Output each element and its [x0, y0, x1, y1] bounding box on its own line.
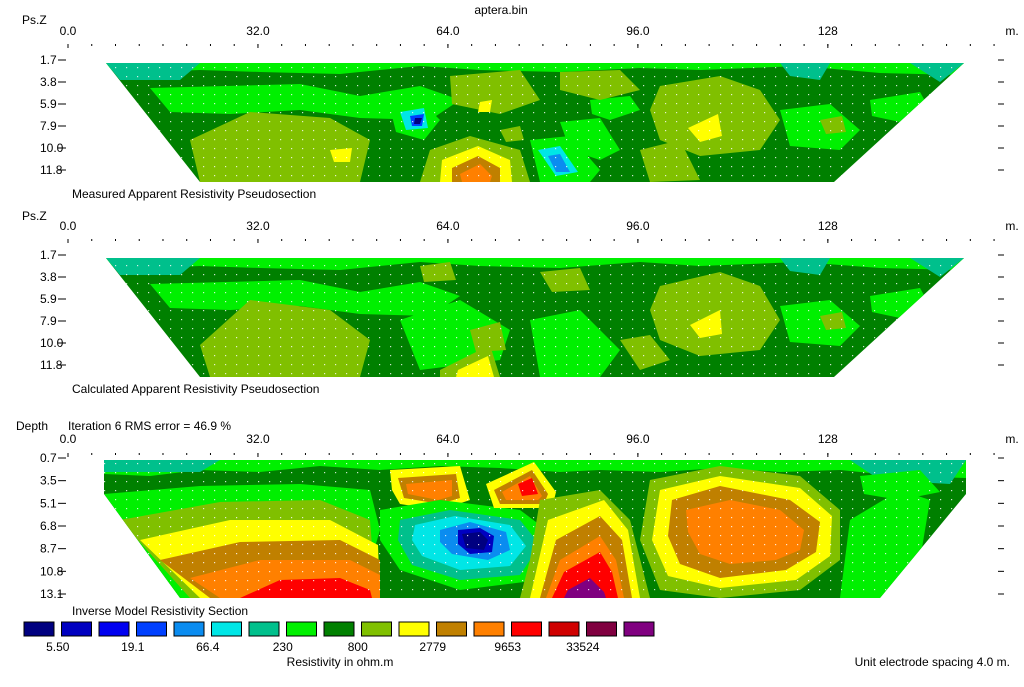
- distance-tick-label: 64.0: [436, 24, 460, 38]
- level-label: 5.1: [40, 496, 57, 510]
- level-label: 10.8: [40, 564, 64, 578]
- distance-tick-label: 32.0: [246, 432, 270, 446]
- distance-tick-label: 128: [818, 219, 838, 233]
- level-label: 1.7: [40, 248, 57, 262]
- legend-label: 33524: [566, 640, 600, 654]
- legend-label: 19.1: [121, 640, 145, 654]
- legend-swatch: [586, 621, 617, 637]
- legend-label: 800: [348, 640, 368, 654]
- model-depth-axis: 0.7 3.5 5.1 6.8 8.7 10.8 13.1: [40, 451, 1004, 601]
- distance-tick-label: 64.0: [436, 432, 460, 446]
- level-label: 1.7: [40, 53, 57, 67]
- legend-swatch: [436, 621, 467, 637]
- legend-swatch: [248, 621, 280, 637]
- level-label: 7.9: [40, 119, 57, 133]
- legend-swatch: [23, 621, 55, 637]
- distance-tick-label: 128: [818, 24, 838, 38]
- distance-tick-label: 0.0: [60, 24, 77, 38]
- legend-unit: Resistivity in ohm.m: [287, 655, 394, 669]
- level-label: 3.8: [40, 75, 57, 89]
- measured-axis-label: Ps.Z: [22, 13, 47, 27]
- distance-tick-label: 0.0: [60, 432, 77, 446]
- legend-label: 230: [273, 640, 293, 654]
- level-label: 0.7: [40, 451, 57, 465]
- file-title: aptera.bin: [474, 3, 527, 17]
- distance-tick-label: 96.0: [626, 219, 650, 233]
- level-label: 13.1: [40, 587, 64, 601]
- model-contours: [104, 460, 966, 598]
- legend-swatch: [136, 621, 167, 637]
- measured-contours: [106, 63, 964, 182]
- legend-swatch: [323, 621, 355, 637]
- measured-level-axis: 1.7 3.8 5.9 7.9 10.0 11.8: [40, 53, 1004, 177]
- calculated-level-axis: 1.7 3.8 5.9 7.9 10.0 11.8: [40, 248, 1004, 372]
- level-label: 5.9: [40, 292, 57, 306]
- calculated-pseudosection: Ps.Z 0.0 32.0 64.0 96.0 128 m. 1.7 3.8 5.9 7.9 10…: [22, 209, 1019, 396]
- legend-swatch: [61, 621, 92, 637]
- level-label: 3.5: [40, 474, 57, 488]
- electrode-spacing-note: Unit electrode spacing 4.0 m.: [855, 655, 1010, 669]
- distance-unit: m.: [1005, 432, 1018, 446]
- legend-label: 66.4: [196, 640, 220, 654]
- legend-swatch: [211, 621, 242, 637]
- level-label: 6.8: [40, 519, 57, 533]
- level-label: 5.9: [40, 97, 57, 111]
- level-label: 11.8: [40, 358, 63, 372]
- distance-tick-label: 32.0: [246, 24, 270, 38]
- legend-swatch: [473, 621, 505, 637]
- model-axis-label: Depth: [16, 419, 48, 433]
- measured-distance-axis: 0.0 32.0 64.0 96.0 128 m.: [60, 24, 1019, 48]
- model-title: Inverse Model Resistivity Section: [72, 604, 248, 618]
- legend-swatch: [623, 621, 655, 637]
- legend-swatch: [286, 621, 317, 637]
- legend-label: 2779: [419, 640, 446, 654]
- distance-unit: m.: [1005, 219, 1018, 233]
- measured-pseudosection: Ps.Z 0.0 32.0 64.0 96.0 128 m. 1.7 3.8 5.9 7.9 10…: [22, 13, 1019, 201]
- distance-unit: m.: [1005, 24, 1018, 38]
- distance-tick-label: 96.0: [626, 432, 650, 446]
- level-label: 3.8: [40, 270, 57, 284]
- level-label: 7.9: [40, 314, 57, 328]
- distance-tick-label: 0.0: [60, 219, 77, 233]
- legend-swatch: [98, 621, 130, 637]
- legend-swatch: [548, 621, 580, 637]
- level-label: 10.0: [40, 141, 64, 155]
- distance-tick-label: 128: [818, 432, 838, 446]
- calculated-distance-axis: 0.0 32.0 64.0 96.0 128 m.: [60, 219, 1019, 243]
- calculated-title: Calculated Apparent Resistivity Pseudose…: [72, 382, 319, 396]
- legend-label: 9653: [494, 640, 521, 654]
- legend-swatch: [511, 621, 542, 637]
- level-label: 11.8: [40, 163, 63, 177]
- legend-swatch: [173, 621, 205, 637]
- legend-swatch: [361, 621, 392, 637]
- legend-label: 5.50: [46, 640, 70, 654]
- legend-swatch: [398, 621, 430, 637]
- model-distance-axis: 0.0 32.0 64.0 96.0 128 m.: [60, 432, 1019, 457]
- distance-tick-label: 64.0: [436, 219, 460, 233]
- level-label: 8.7: [40, 542, 57, 556]
- color-legend: [23, 621, 655, 637]
- rms-error: Iteration 6 RMS error = 46.9 %: [68, 419, 231, 433]
- measured-title: Measured Apparent Resistivity Pseudosect…: [72, 187, 316, 201]
- inverse-model-section: Depth Iteration 6 RMS error = 46.9 % 0.0…: [16, 419, 1019, 618]
- calculated-axis-label: Ps.Z: [22, 209, 47, 223]
- distance-tick-label: 32.0: [246, 219, 270, 233]
- color-legend-labels: 5.50 19.1 66.4 230 800 2779 9653 33524: [46, 640, 600, 654]
- distance-tick-label: 96.0: [626, 24, 650, 38]
- calculated-contours: [106, 258, 964, 377]
- level-label: 10.0: [40, 336, 64, 350]
